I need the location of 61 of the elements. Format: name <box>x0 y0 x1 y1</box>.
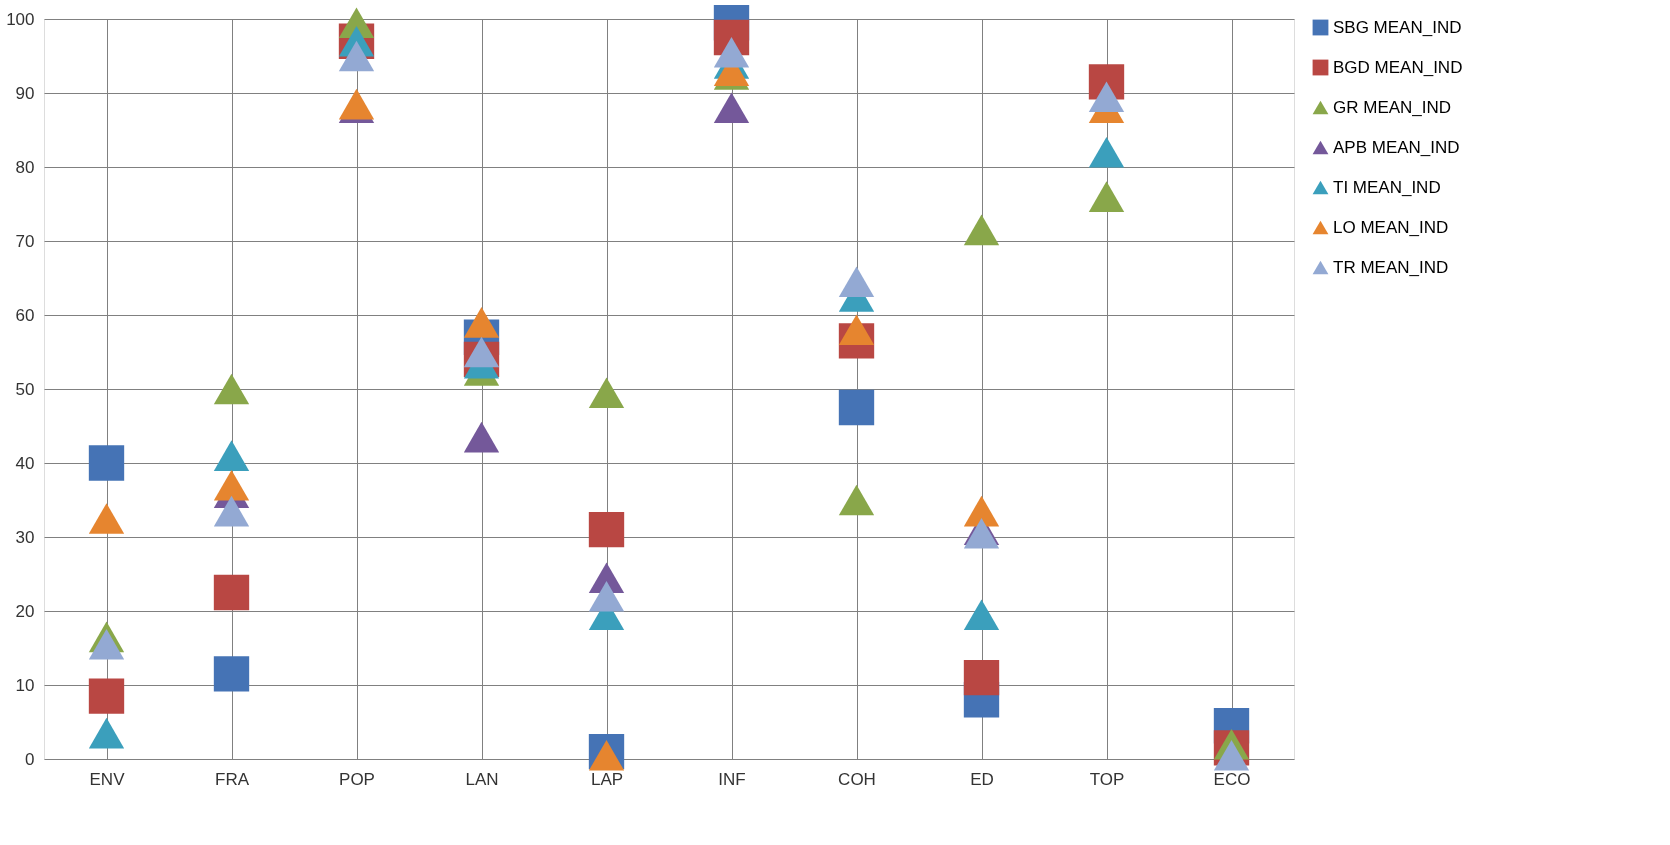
point <box>588 511 625 548</box>
point <box>838 266 875 298</box>
point <box>588 739 625 771</box>
point <box>713 92 750 124</box>
y-tick-label: 10 <box>15 675 35 695</box>
x-tick-label: ECO <box>1213 769 1251 789</box>
y-tick-label: 80 <box>15 157 35 177</box>
y-tick-label: 60 <box>15 305 35 325</box>
point <box>213 373 250 405</box>
point <box>838 484 875 516</box>
point <box>88 717 125 749</box>
legend-label: APB MEAN_IND <box>1333 137 1460 157</box>
x-tick-label: FRA <box>215 769 250 789</box>
point <box>963 599 1000 631</box>
point <box>213 495 250 527</box>
point <box>213 656 250 692</box>
y-tick-label: 70 <box>15 231 35 251</box>
x-tick-label: LAN <box>465 769 499 789</box>
y-tick-label: 50 <box>15 379 35 399</box>
point <box>88 503 125 534</box>
x-tick-label: INF <box>718 769 746 789</box>
legend-label: GR MEAN_IND <box>1333 97 1452 117</box>
point <box>213 469 250 501</box>
point <box>1088 136 1125 168</box>
point <box>1088 181 1125 212</box>
point <box>588 580 625 612</box>
point <box>1213 739 1250 771</box>
x-tick-label: COH <box>838 769 876 789</box>
point <box>213 440 250 471</box>
point <box>463 336 500 368</box>
y-tick-label: 100 <box>6 9 35 29</box>
legend-label: TR MEAN_IND <box>1333 257 1449 277</box>
y-tick-label: 40 <box>15 453 35 473</box>
point <box>463 421 500 453</box>
legend-label: TI MEAN_IND <box>1333 177 1441 197</box>
point <box>963 659 1000 696</box>
x-tick-label: LAP <box>590 769 624 789</box>
legend-label: BGD MEAN_IND <box>1333 57 1463 77</box>
point <box>88 628 125 660</box>
legend-label: LO MEAN_IND <box>1333 217 1449 237</box>
point <box>463 307 500 338</box>
point <box>713 36 750 68</box>
x-tick-label: POP <box>339 769 375 789</box>
y-tick-label: 30 <box>15 527 35 547</box>
point <box>338 40 375 72</box>
point <box>838 314 875 346</box>
point <box>963 495 1000 527</box>
x-tick-label: ENV <box>89 769 126 789</box>
y-tick-label: 0 <box>25 749 35 769</box>
point <box>838 389 875 426</box>
point <box>213 574 250 611</box>
y-tick-label: 20 <box>15 601 35 621</box>
point <box>88 678 125 714</box>
x-tick-label: TOP <box>1089 769 1125 789</box>
point <box>1088 81 1125 113</box>
point <box>88 445 125 481</box>
point <box>963 214 1000 246</box>
point <box>588 377 625 409</box>
x-tick-label: ED <box>970 769 994 789</box>
y-tick-label: 90 <box>15 83 35 103</box>
legend-label: SBG MEAN_IND <box>1333 17 1462 37</box>
